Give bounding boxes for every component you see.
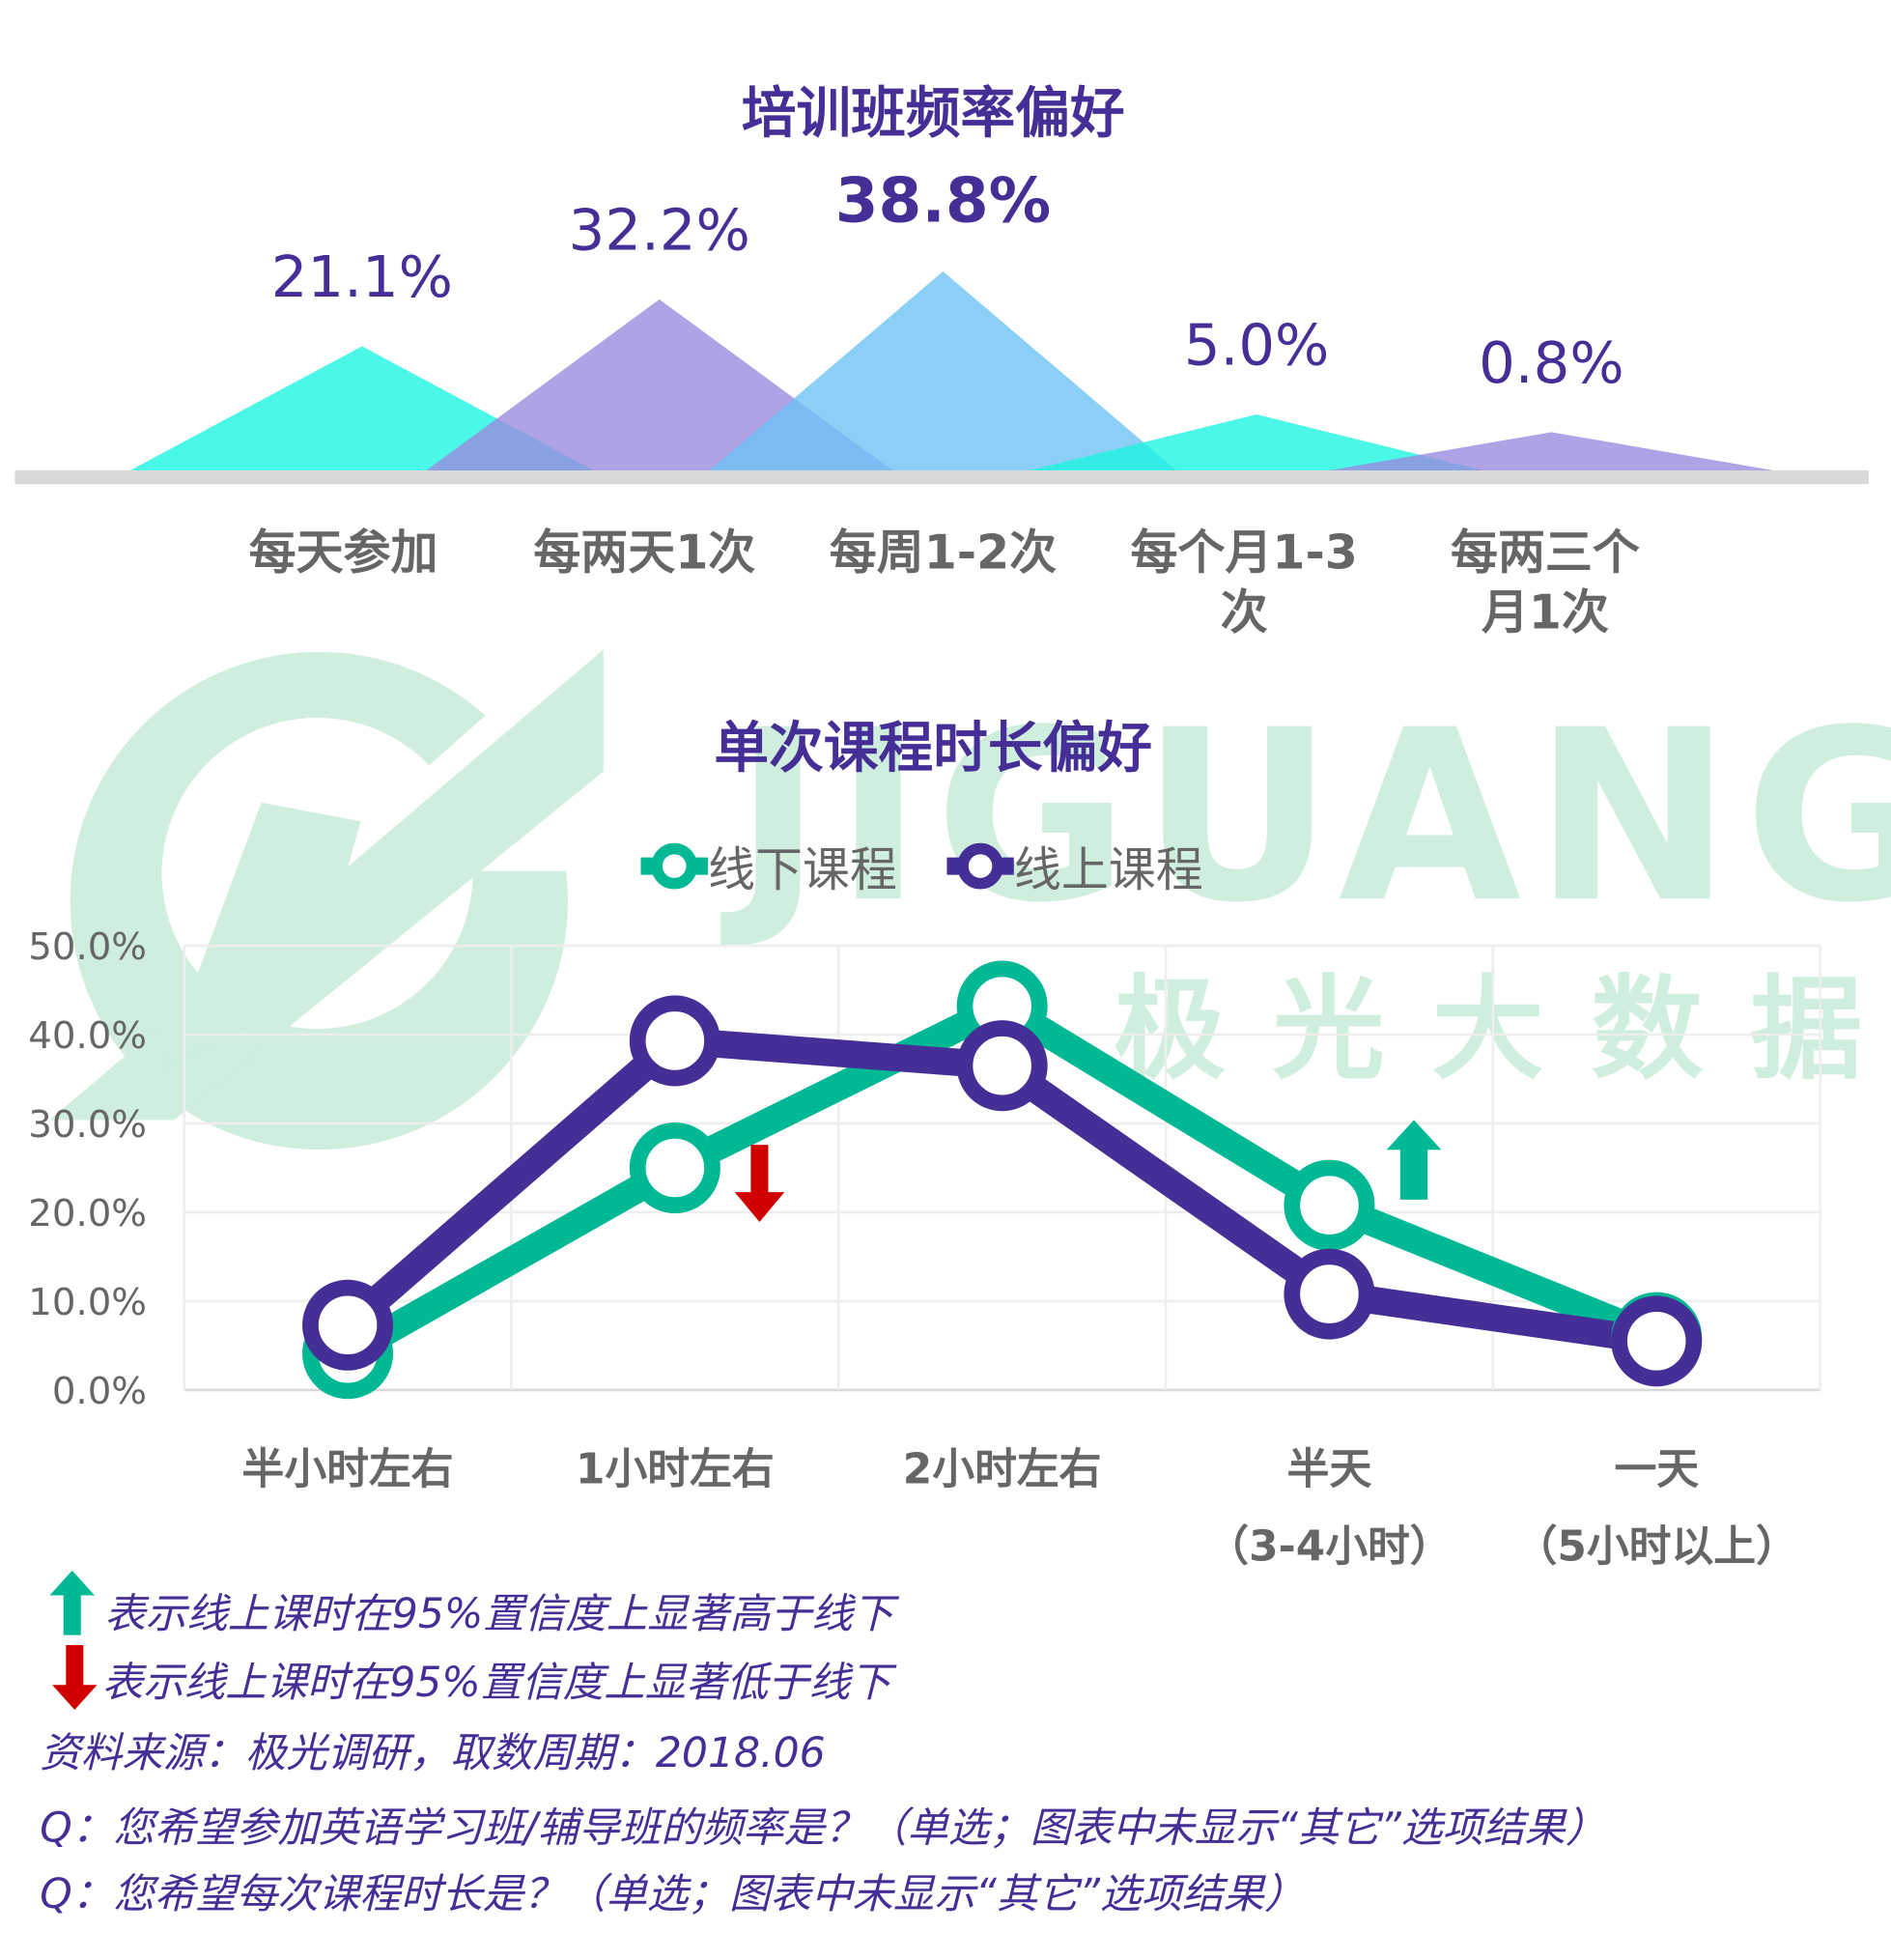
chart1-title: 培训班频率偏好	[741, 82, 1125, 146]
category-label: 每两三个 月1次	[1451, 525, 1640, 640]
up-arrow-icon	[1386, 1120, 1442, 1200]
y-tick-label: 10.0%	[28, 1281, 147, 1324]
area-peak	[1314, 432, 1789, 473]
category-label: 每周1-2次	[829, 525, 1058, 581]
data-label: 5.0%	[1184, 311, 1330, 378]
data-label: 0.8%	[1479, 329, 1624, 396]
watermark-brand-cn: 极光大数据	[1114, 964, 1891, 1094]
question-1: Q：您希望参加英语学习班/辅导班的频率是？（单选；图表中未显示“其它”选项结果）	[40, 1803, 1607, 1852]
x-category-label: 1小时左右	[575, 1444, 775, 1495]
area-peak	[1020, 413, 1493, 473]
frequency-chart: 21.1% 32.2% 38.8% 5.0% 0.8%	[14, 164, 1869, 485]
category-label: 每个月1-3 次	[1130, 525, 1358, 640]
y-tick-label: 0.0%	[52, 1370, 147, 1413]
x-category-label: 半天 （3-4小时）	[1206, 1444, 1453, 1572]
chart2-title: 单次课程时长偏好	[714, 717, 1152, 781]
y-tick-label: 20.0%	[28, 1192, 147, 1236]
data-point	[1284, 1248, 1375, 1340]
y-tick-label: 40.0%	[28, 1014, 147, 1058]
area-peak	[706, 270, 1180, 473]
legend-marker-online-icon	[946, 842, 1014, 889]
y-tick-label: 30.0%	[28, 1103, 147, 1147]
note-down: 表示线上课时在95%置信度上显著低于线下	[101, 1657, 891, 1707]
data-point	[302, 1279, 394, 1371]
data-point	[956, 1020, 1048, 1112]
legend: 线下课程 线上课程	[640, 832, 1203, 900]
data-point	[1611, 1295, 1703, 1387]
watermark-brand: JIGUANG	[720, 679, 1891, 954]
category-label: 每天参加	[248, 525, 438, 581]
question-2: Q：您希望每次课程时长是？（单选；图表中未显示“其它”选项结果）	[40, 1868, 1306, 1918]
data-label: 32.2%	[569, 196, 750, 263]
x-category-label: 一天 （5小时以上）	[1514, 1444, 1798, 1572]
x-category-label: 半小时左右	[241, 1444, 454, 1495]
legend-offline: 线下课程	[707, 842, 897, 897]
down-arrow-icon	[52, 1645, 98, 1710]
down-arrow-icon	[734, 1145, 785, 1223]
legend-marker-offline-icon	[640, 842, 708, 889]
baseline	[14, 469, 1869, 485]
data-point	[629, 1122, 720, 1213]
legend-online: 线上课程	[1013, 842, 1203, 897]
y-tick-label: 50.0%	[28, 925, 147, 969]
note-up: 表示线上课时在95%置信度上显著高于线下	[104, 1589, 894, 1638]
source-note: 资料来源：极光调研，取数周期：2018.06	[40, 1728, 826, 1777]
duration-chart: 0.0% 10.0% 20.0% 30.0% 40.0% 50.0%	[28, 925, 1821, 1413]
up-arrow-icon	[49, 1570, 95, 1635]
data-point	[1284, 1159, 1375, 1251]
data-label: 38.8%	[835, 164, 1051, 237]
data-label: 21.1%	[271, 243, 453, 310]
x-category-label: 2小时左右	[902, 1444, 1102, 1495]
data-point	[629, 995, 720, 1087]
category-label: 每两天1次	[533, 525, 756, 581]
